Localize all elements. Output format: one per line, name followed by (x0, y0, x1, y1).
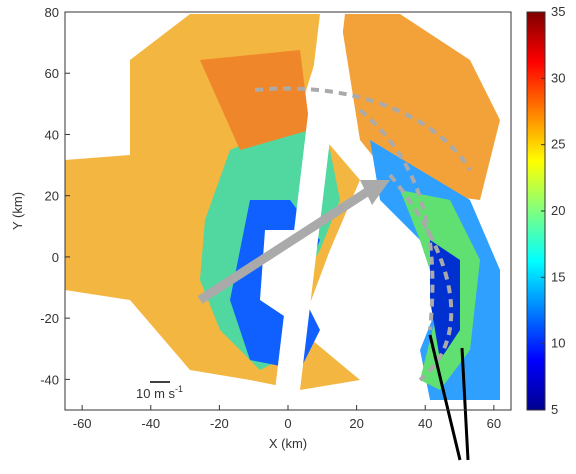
annotation: 10 m s-1 (136, 384, 183, 401)
x-tick-label: 60 (487, 416, 501, 431)
y-tick-label: 80 (45, 5, 59, 20)
y-tick-label: 40 (45, 127, 59, 142)
y-tick-label: 20 (45, 189, 59, 204)
x-axis-label: X (km) (269, 436, 307, 451)
colorbar-tick-label: 30 (551, 70, 565, 85)
y-tick-label: 60 (45, 66, 59, 81)
colorbar-tick-label: 35 (551, 4, 565, 19)
y-tick-label: -40 (40, 372, 59, 387)
colorbar-tick-label: 15 (551, 269, 565, 284)
radar-field (65, 14, 500, 400)
y-tick-label: -20 (40, 311, 59, 326)
y-axis-label: Y (km) (10, 192, 25, 230)
x-tick-label: -60 (73, 416, 92, 431)
x-tick-label: 20 (349, 416, 363, 431)
y-tick-label: 0 (52, 250, 59, 265)
colorbar-tick-label: 10 (551, 336, 565, 351)
x-tick-label: 40 (418, 416, 432, 431)
colorbar-tick-label: 5 (551, 402, 558, 417)
x-tick-label: -40 (141, 416, 160, 431)
x-tick-label: -20 (210, 416, 229, 431)
colorbar-tick-label: 20 (551, 203, 565, 218)
x-tick-label: 0 (284, 416, 291, 431)
colorbar-tick-label: 25 (551, 137, 565, 152)
